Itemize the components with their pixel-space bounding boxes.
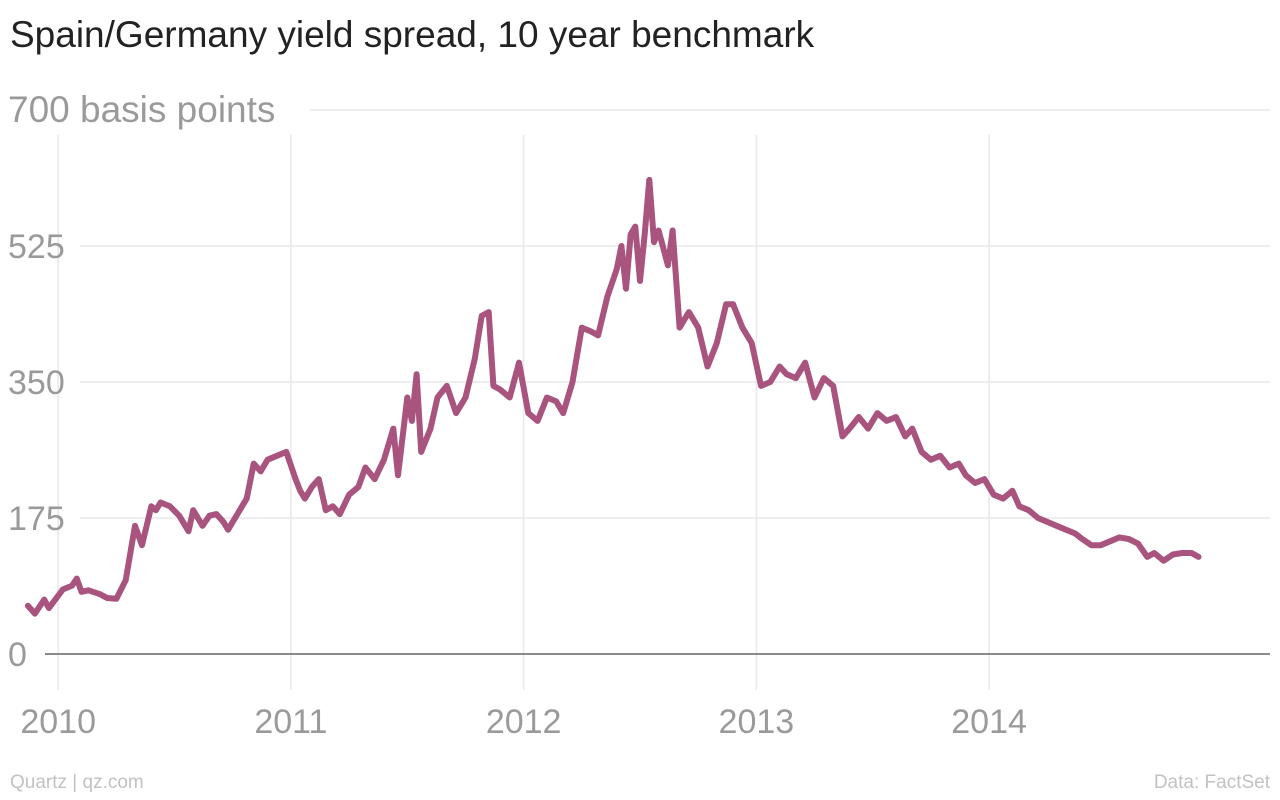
y-tick-label-525: 525	[8, 228, 65, 266]
x-tick-label-2011: 2011	[254, 703, 327, 741]
chart-title: Spain/Germany yield spread, 10 year benc…	[10, 14, 815, 55]
grid-lines	[45, 109, 1270, 690]
series-layer	[24, 176, 1202, 617]
x-axis-ticks: 2010 2011 2012 2013 2014	[20, 703, 1027, 741]
y-axis-ticks: 0 175 350 525 700 basis points	[8, 89, 275, 674]
x-tick-label-2014: 2014	[951, 703, 1027, 741]
x-tick-label-2013: 2013	[719, 703, 795, 741]
series-line-0	[24, 176, 1202, 617]
x-tick-label-2012: 2012	[486, 703, 562, 741]
y-tick-label-175: 175	[8, 500, 65, 538]
x-tick-label-2010: 2010	[20, 703, 96, 741]
footer-source-right: Data: FactSet	[1153, 772, 1270, 793]
y-tick-label-350: 350	[8, 364, 65, 402]
y-axis-unit-label: 700 basis points	[8, 89, 275, 130]
y-tick-label-0: 0	[8, 636, 27, 674]
footer-source-left: Quartz | qz.com	[10, 772, 144, 793]
